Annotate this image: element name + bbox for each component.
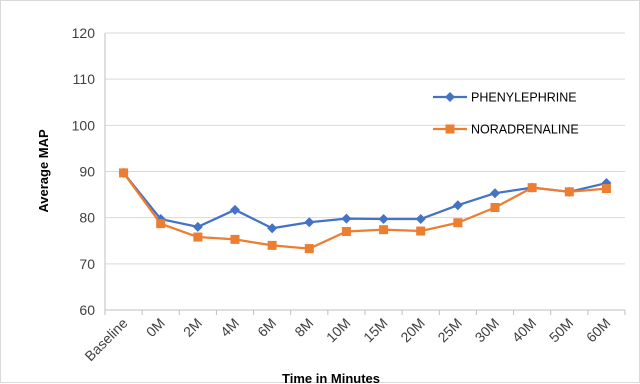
legend-marker [445,92,455,102]
series-lines [118,167,612,254]
legend-item: NORADRENALINE [433,123,579,137]
x-tick-label: Baseline [81,315,130,364]
x-tick-label: 0M [143,315,168,340]
series-phenylephrine [118,167,612,234]
x-tick-label: 15M [360,315,391,346]
data-point [230,204,240,215]
data-point [341,227,351,237]
data-point [156,219,166,229]
x-tick-label: 4M [217,315,242,340]
x-axis-title: Time in Minutes [282,371,380,384]
axes [104,33,626,315]
y-tick-label: 60 [79,302,95,318]
y-tick-label: 90 [79,164,95,180]
x-axis-tick-labels: Baseline 0M 2M 4M 6M 8M 10M 15M 20M 25M 30M 40M 50M 6… [81,315,613,364]
x-tick-label: 25M [434,315,465,346]
x-tick-label: 30M [472,315,503,346]
data-point [193,232,203,242]
x-tick-label: 40M [509,315,540,346]
legend-label: NORADRENALINE [471,123,579,137]
x-tick-label: 2M [180,315,205,340]
y-tick-label: 120 [72,25,96,41]
legend-label: PHENYLEPHRINE [471,91,577,105]
data-point [267,240,277,250]
x-tick-label: 6M [254,315,279,340]
data-point [119,168,129,178]
data-point [415,214,426,225]
data-point [416,226,426,236]
x-tick-label: 20M [397,315,428,346]
data-point [304,244,314,254]
data-point [341,213,352,224]
y-tick-label: 110 [73,71,96,87]
y-tick-label: 80 [79,210,95,226]
y-tick-label: 70 [79,256,95,272]
data-point [267,223,278,234]
series-line [122,172,607,250]
data-point [452,200,463,211]
x-tick-label: 50M [546,315,577,346]
y-axis-tick-labels: 60 70 80 90 100 110 120 [72,25,96,318]
data-point [379,225,389,235]
data-point [453,218,463,228]
legend-marker [445,124,455,134]
series-line [122,172,607,230]
data-point [527,183,537,193]
gridlines [105,32,625,265]
x-tick-label: 8M [291,315,316,340]
y-axis-title: Average MAP [36,129,51,213]
data-point [601,184,611,194]
y-tick-label: 100 [72,117,96,133]
data-point [304,217,315,228]
data-point [490,188,500,199]
data-point [192,221,203,232]
legend-item: PHENYLEPHRINE [433,91,577,105]
x-tick-label: 10M [323,315,354,346]
x-tick-label: 60M [583,315,614,346]
data-point [230,234,240,244]
data-point [564,187,574,197]
data-point [490,203,500,213]
data-point [378,214,389,225]
legend: PHENYLEPHRINE NORADRENALINE [433,91,579,137]
series-noradrenaline [119,168,611,254]
